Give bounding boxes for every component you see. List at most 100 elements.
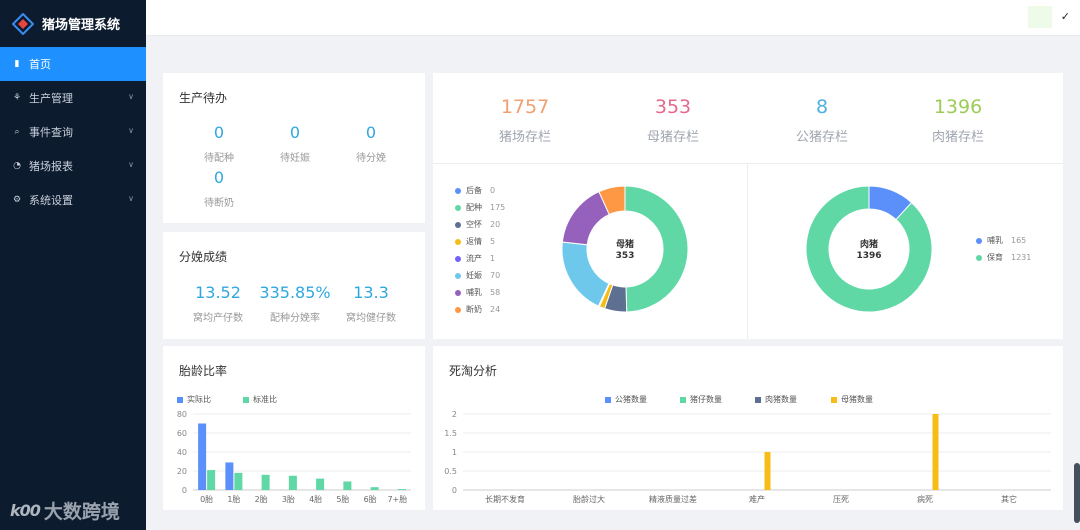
sidebar-item-4[interactable]: ⚙ 系统设置 ∨ xyxy=(0,183,146,217)
x-tick-label: 5胎 xyxy=(336,494,349,504)
x-tick-label: 压死 xyxy=(833,495,849,504)
farrowing-value-1: 335.85% xyxy=(259,283,331,302)
watermark: k00 大数跨境 xyxy=(10,497,120,524)
legend-item[interactable]: 断奶 24 xyxy=(455,304,500,315)
scrollbar-thumb[interactable] xyxy=(1074,463,1080,523)
todo-label-2: 待分娩 xyxy=(356,153,386,164)
x-tick-label: 难产 xyxy=(749,494,765,504)
legend-swatch xyxy=(755,396,761,403)
legend-dot xyxy=(455,289,461,296)
divider xyxy=(747,163,748,339)
x-tick-label: 胎龄过大 xyxy=(573,494,605,504)
legend-value: 24 xyxy=(490,305,501,314)
legend-value: 5 xyxy=(490,237,496,246)
legend-item[interactable]: 流产 1 xyxy=(455,253,495,264)
legend-swatch xyxy=(243,396,249,403)
sidebar-item-label: 事件查询 xyxy=(29,126,73,139)
bar-3-5[interactable] xyxy=(932,414,939,490)
x-tick-label: 长期不发育 xyxy=(485,494,525,504)
watermark-text: 大数跨境 xyxy=(43,501,120,523)
parity-title: 胎龄比率 xyxy=(179,364,228,378)
sidebar-item-1[interactable]: ⚘ 生产管理 ∨ xyxy=(0,81,146,115)
legend-label: 公猪数量 xyxy=(615,395,647,404)
bar-1-3[interactable] xyxy=(288,475,297,490)
legend-item[interactable]: 保育 1231 xyxy=(976,252,1031,263)
legend-item[interactable]: 妊娠 70 xyxy=(455,270,500,281)
todo-label-1: 待妊娠 xyxy=(280,153,310,164)
donut-slice-1[interactable] xyxy=(805,185,933,313)
y-tick-label: 0 xyxy=(182,486,187,495)
sidebar-item-label: 首页 xyxy=(29,58,51,71)
death-legend-item[interactable]: 母猪数量 xyxy=(831,394,873,405)
inventory-label-1: 母猪存栏 xyxy=(646,130,699,145)
todo-label-0: 待配种 xyxy=(204,153,234,164)
legend-item[interactable]: 哺乳 58 xyxy=(455,287,500,298)
parity-legend-1: 标准比 xyxy=(243,394,277,405)
legend-value: 175 xyxy=(490,203,506,212)
death-legend-item[interactable]: 肉猪数量 xyxy=(755,394,797,405)
y-tick-label: 60 xyxy=(177,429,187,438)
legend-dot xyxy=(455,187,461,194)
bar-1-2[interactable] xyxy=(261,474,270,490)
legend-label: 空怀 xyxy=(466,220,482,229)
legend-item[interactable]: 哺乳 165 xyxy=(976,235,1026,246)
pig-icon: ⚘ xyxy=(12,93,22,103)
top-bar: ✓ xyxy=(146,0,1080,36)
legend-item[interactable]: 后备 0 xyxy=(455,185,495,196)
donut-slice-7[interactable] xyxy=(598,185,626,216)
donut-slice-1[interactable] xyxy=(624,185,689,313)
legend-item[interactable]: 配种 175 xyxy=(455,202,505,213)
bar-1-1[interactable] xyxy=(234,472,243,490)
sidebar-item-0[interactable]: ▮ 首页 xyxy=(0,47,146,81)
app-title: 猪场管理系统 xyxy=(42,18,121,33)
x-tick-label: 3胎 xyxy=(282,494,295,504)
legend-item[interactable]: 返情 5 xyxy=(455,236,495,247)
legend-dot xyxy=(976,254,982,261)
check-icon[interactable]: ✓ xyxy=(1060,10,1070,23)
death-legend-item[interactable]: 猪仔数量 xyxy=(680,394,722,405)
bar-1-6[interactable] xyxy=(370,487,379,490)
sidebar-item-label: 系统设置 xyxy=(29,194,73,207)
inventory-value-1: 353 xyxy=(654,96,692,118)
legend-value: 1231 xyxy=(1011,253,1032,262)
legend-label: 流产 xyxy=(466,254,482,263)
y-tick-label: 0.5 xyxy=(444,467,457,476)
legend-swatch xyxy=(605,396,611,403)
legend-dot xyxy=(455,204,461,211)
donut-center-value: 353 xyxy=(616,251,635,261)
sidebar-item-3[interactable]: ◔ 猪场报表 ∨ xyxy=(0,149,146,183)
death-title: 死淘分析 xyxy=(449,364,498,378)
legend-dot xyxy=(455,221,461,228)
death-legend-item[interactable]: 公猪数量 xyxy=(605,394,647,405)
legend-label: 哺乳 xyxy=(466,288,482,297)
bar-0-1[interactable] xyxy=(225,462,234,490)
legend-label: 妊娠 xyxy=(466,271,482,280)
bar-1-4[interactable] xyxy=(316,478,325,490)
y-tick-label: 1.5 xyxy=(444,429,457,438)
bar-1-0[interactable] xyxy=(207,470,216,490)
todo-card: 生产待办 0 待配种 0 待妊娠 0 待分娩 0 待断奶 xyxy=(163,73,425,223)
legend-value: 20 xyxy=(490,220,501,229)
legend-label: 猪仔数量 xyxy=(690,395,722,404)
legend-label: 返情 xyxy=(466,237,482,246)
x-tick-label: 4胎 xyxy=(309,494,322,504)
bar-1-5[interactable] xyxy=(343,481,352,490)
donut-slice-5[interactable] xyxy=(561,241,610,307)
top-right-box[interactable] xyxy=(1028,6,1052,28)
legend-label: 保育 xyxy=(987,253,1003,262)
legend-item[interactable]: 空怀 20 xyxy=(455,219,500,230)
sidebar: 猪场管理系统 ▮ 首页 ⚘ 生产管理 ∨ ⌕ 事件查询 ∨ ◔ 猪场报表 ∨ ⚙ 系统设置 ∨ k00 大… xyxy=(0,0,146,530)
sidebar-item-2[interactable]: ⌕ 事件查询 ∨ xyxy=(0,115,146,149)
y-tick-label: 1 xyxy=(452,448,457,457)
legend-value: 0 xyxy=(490,186,496,195)
farrowing-label-2: 窝均健仔数 xyxy=(346,313,396,324)
inventory-label-0: 猪场存栏 xyxy=(498,130,551,145)
x-tick-label: 精液质量过差 xyxy=(649,494,697,504)
divider xyxy=(433,163,1063,164)
bar-1-7[interactable] xyxy=(397,489,406,490)
bar-0-0[interactable] xyxy=(198,423,207,491)
legend-swatch xyxy=(831,396,837,403)
legend-label: 断奶 xyxy=(466,305,482,314)
clock-icon: ◔ xyxy=(13,161,21,171)
bar-3-3[interactable] xyxy=(764,452,771,490)
